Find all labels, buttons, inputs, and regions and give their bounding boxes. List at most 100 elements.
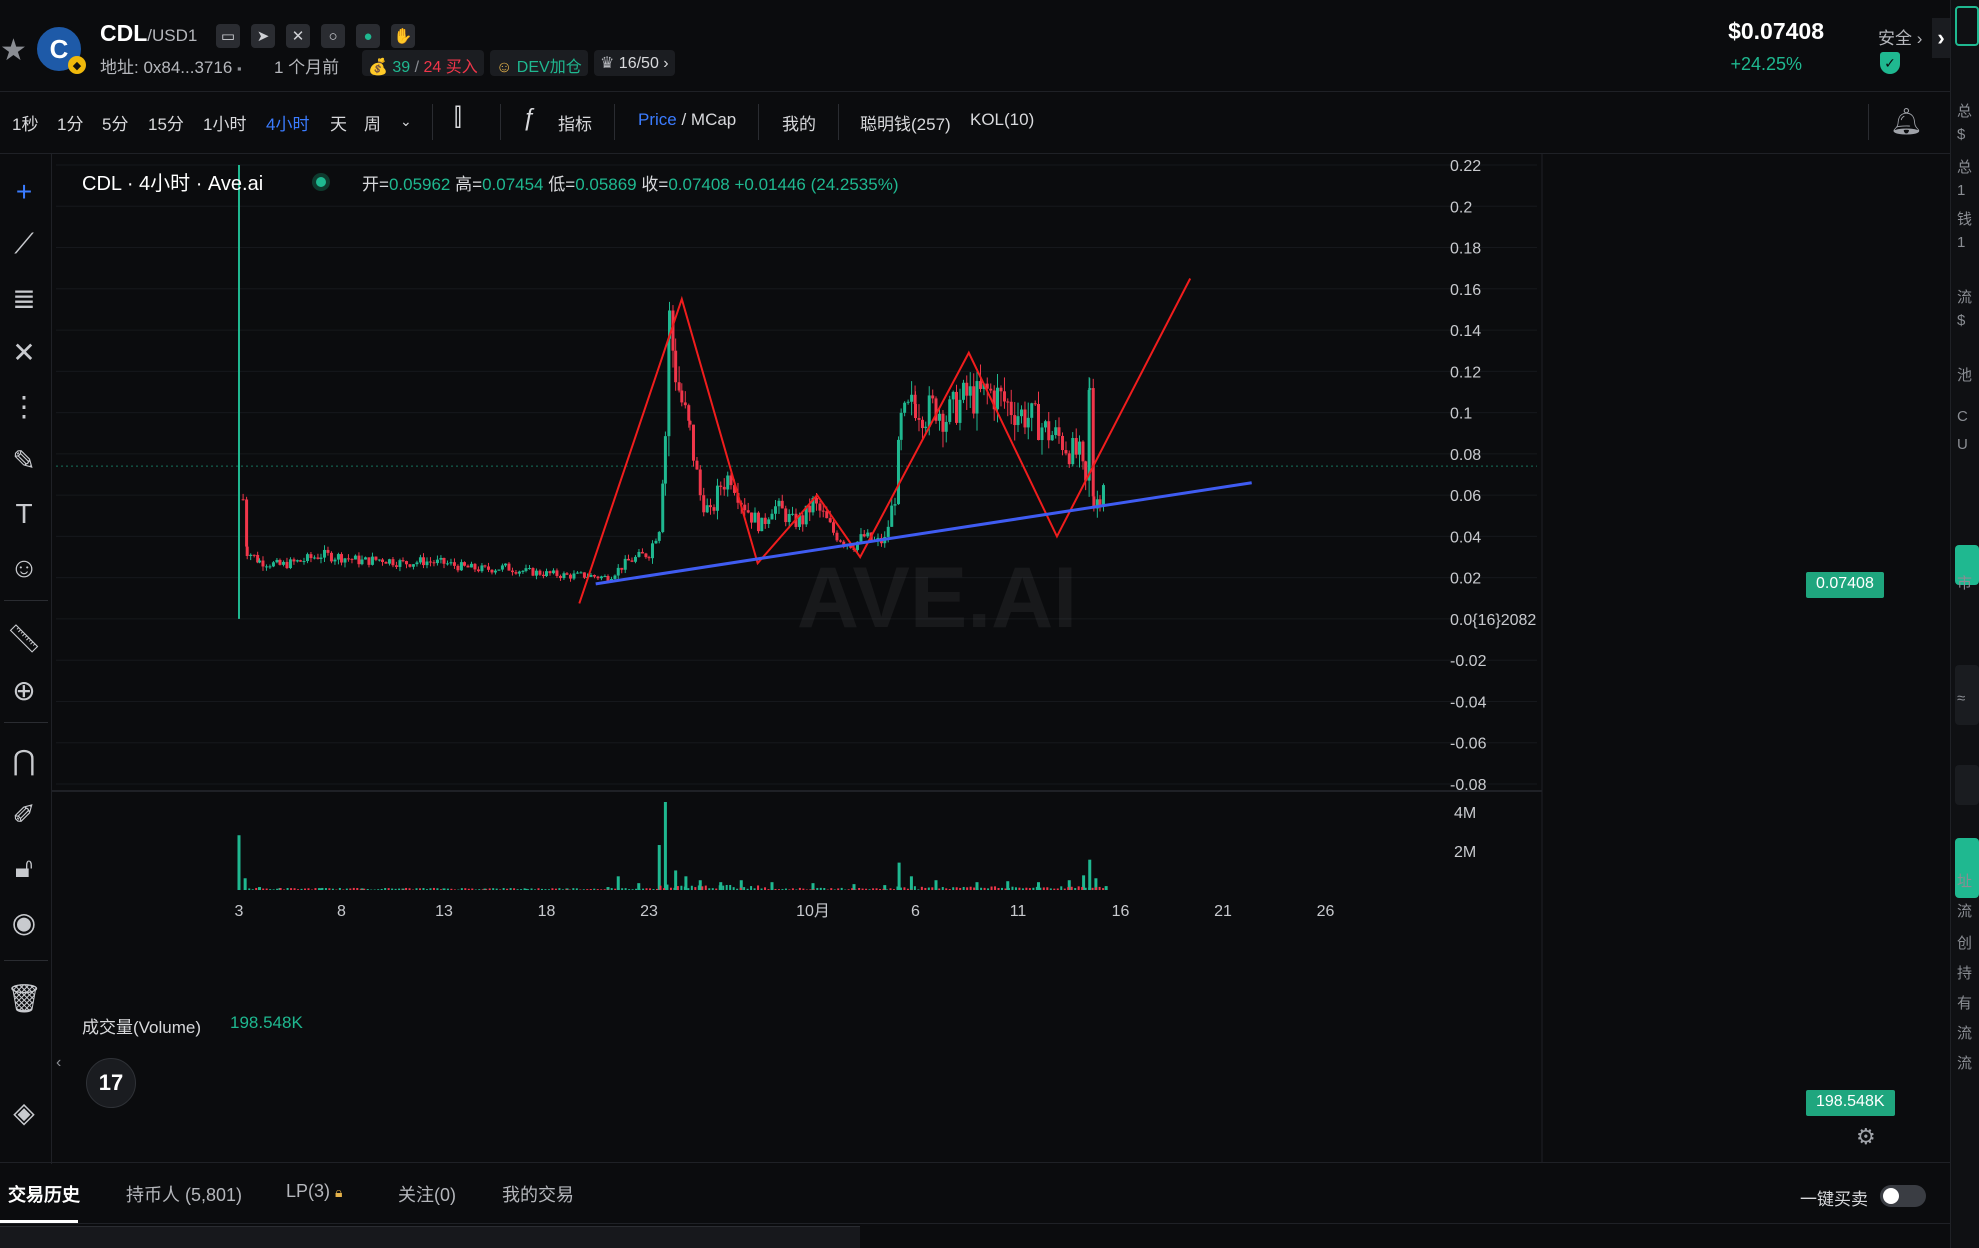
my-button[interactable]: 我的 [782,115,816,134]
tab-holders[interactable]: 持币人 (5,801) [126,1185,243,1205]
volume-bar [307,888,310,890]
volume-bar [1094,878,1098,890]
indicators-button[interactable]: 指标 [558,115,592,134]
fib-icon[interactable]: ≣ [12,282,36,314]
x-icon[interactable]: ✕ [286,24,310,48]
mcap-option[interactable]: / MCap [681,110,737,129]
candle-body [613,575,617,579]
candle-body [256,554,260,563]
change-value: +0.01446 (24.2535%) [734,175,899,194]
bell-icon[interactable]: 🔔︎ [1890,106,1924,136]
tab-trade-history[interactable]: 交易历史 [8,1185,80,1205]
buy-sell-count[interactable]: 💰 39 / 24 买入 [362,50,484,76]
community-icon[interactable]: ● [356,24,380,48]
panel-input[interactable] [1955,765,1979,805]
volume-bar [1021,888,1024,890]
forecast-icon[interactable]: ⋮ [10,390,38,422]
candle-body [531,568,535,576]
timeframe-4h[interactable]: 4小时 [266,115,310,134]
eye-icon[interactable]: ◉ [11,906,37,938]
wallet-icon[interactable]: ▭ [216,24,240,48]
smart-money-button[interactable]: 聪明钱(257) [860,115,951,134]
candle-body [480,565,484,572]
timeframe-5m[interactable]: 5分 [102,115,129,134]
candle-body [985,383,989,389]
volume-bar [920,886,923,890]
panel-input[interactable] [1955,665,1979,725]
emoji-icon[interactable]: ☺ [9,552,39,583]
kol-button[interactable]: KOL(10) [970,110,1035,129]
volume-bar [523,888,526,890]
timeframe-1w[interactable]: 周 [364,115,381,134]
volume-bar [635,888,638,890]
crown-rank[interactable]: ♛ 16/50 › [594,50,675,76]
pattern-icon[interactable]: ✕ [12,336,36,368]
volume-bar [1063,888,1066,890]
volume-bar [997,887,1000,890]
magnet-icon[interactable]: ⋂ [12,744,36,776]
panel-outline-button[interactable] [1955,6,1979,46]
hand-icon[interactable]: ✋ [391,24,415,48]
volume-bar [324,888,327,890]
zoom-in-icon[interactable]: ⊕ [12,674,36,706]
tab-my-trades[interactable]: 我的交易 [502,1185,574,1205]
timeframe-1h[interactable]: 1小时 [203,115,247,134]
contract-address[interactable]: 地址: 0x84...3716 ▪ [100,53,242,78]
volume-bar [265,888,268,890]
timeframe-1m[interactable]: 1分 [57,115,84,134]
price-tick-label: -0.04 [1450,694,1487,711]
tradingview-logo[interactable]: 17 [86,1058,136,1108]
tab-following[interactable]: 关注(0) [398,1185,456,1205]
function-icon[interactable]: ƒ [522,104,536,131]
copy-icon[interactable]: ▪ [237,61,242,76]
trendline-icon[interactable]: ⟋ [14,227,34,259]
volume-bar [356,888,359,890]
timeframe-15m[interactable]: 15分 [148,115,184,134]
dev-position[interactable]: ☺ DEV加仓 [490,50,588,76]
chevron-down-icon[interactable]: ⌄ [400,113,412,129]
tab-lp[interactable]: LP(3) 🔒︎ [286,1181,342,1202]
volume-bar [657,845,661,890]
layers-icon[interactable]: ◈ [13,1096,35,1128]
volume-bar [408,888,411,890]
price-option[interactable]: Price [638,110,677,129]
one-click-toggle[interactable] [1880,1185,1926,1207]
panel-green-button[interactable] [1955,545,1979,585]
brush-icon[interactable]: ✎ [12,444,36,476]
lock-icon[interactable]: 🔓︎ [14,851,34,883]
lock-drawing-icon[interactable]: ✐ [12,798,36,830]
ruler-icon[interactable]: 📏︎ [6,622,42,654]
settings-gear-icon[interactable]: ⚙ [1856,1124,1876,1149]
candle-body [245,546,249,557]
current-price: $0.07408 [1728,18,1824,44]
chevron-left-icon[interactable]: ‹ [56,1054,62,1071]
search-icon[interactable]: ○ [321,24,345,48]
trash-icon[interactable]: 🗑︎ [6,982,42,1014]
volume-bar [698,880,702,890]
telegram-icon[interactable]: ➤ [251,24,275,48]
price-mcap-toggle[interactable]: Price / MCap [638,110,736,130]
candle-body [449,562,453,564]
panel-trade-button[interactable] [1955,838,1979,898]
price-tick-label: 0.08 [1450,447,1481,464]
divider [838,104,839,140]
timeframe-1s[interactable]: 1秒 [12,115,39,134]
price-chart[interactable]: AVE.AI 0.22 0.2 0.18 0.16 0.14 0.12 0.1 0.08 0.0… [52,154,1950,1162]
chart-legend-title: CDL · 4小时 · Ave.ai [82,173,264,195]
timeframe-1d[interactable]: 天 [330,115,347,134]
text-icon[interactable]: T [15,498,33,529]
crosshair-icon[interactable]: + [15,176,33,207]
safety-link[interactable]: 安全 › [1878,29,1923,48]
candle-body [972,386,976,414]
volume-bar [896,886,899,890]
safety-label: 安全 [1878,29,1912,48]
time-axis: 3 8 13 18 23 10月 6 11 16 21 26 [235,903,1335,920]
candle-body [350,558,354,560]
candle-body [1054,427,1058,436]
candle-body [432,562,436,564]
favorite-star-icon[interactable]: ★ [0,34,27,67]
candle-type-icon[interactable]: ⫿ [454,104,462,131]
volume-bar [398,888,401,890]
candle-body [1092,496,1096,509]
collapse-panel-button[interactable]: › [1932,18,1950,58]
